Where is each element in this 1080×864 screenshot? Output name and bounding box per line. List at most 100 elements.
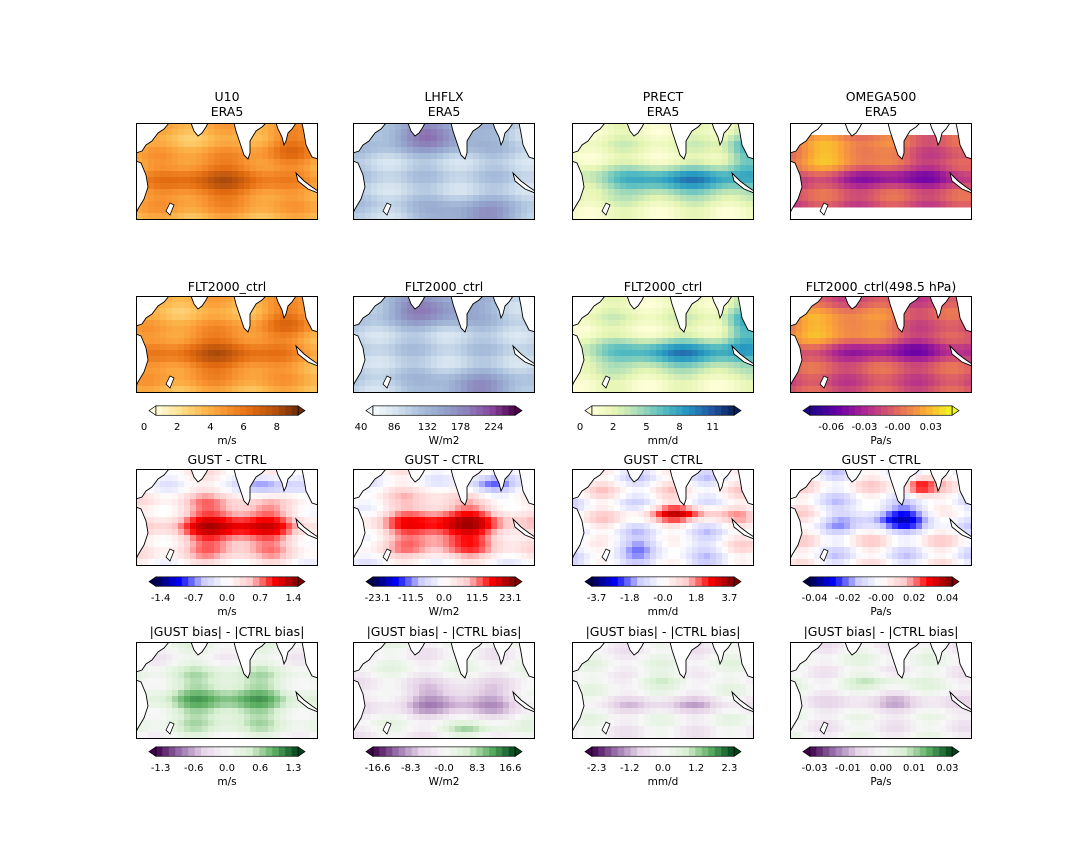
colorbar-unit-label: mm/d <box>647 435 679 447</box>
panel-title: LHFLX <box>424 89 464 104</box>
coastline <box>275 642 297 666</box>
colorbar-tick-label: -0.7 <box>184 593 204 604</box>
colorbar-unit-label: m/s <box>217 776 237 788</box>
panel-title: FLT2000_ctrl <box>187 279 267 294</box>
colorbar-tick-label: 2 <box>610 422 617 433</box>
map-panel <box>136 123 318 220</box>
field-cells <box>572 469 754 566</box>
map-panel <box>572 296 754 393</box>
island <box>601 721 611 735</box>
island <box>165 202 175 216</box>
panel-title: FLT2000_ctrl <box>404 279 484 294</box>
coastline <box>407 296 426 310</box>
coastline <box>275 469 297 493</box>
colorbar-tick-label: -11.5 <box>397 593 424 604</box>
panel-title: GUST - CTRL <box>623 452 703 467</box>
colorbar-tick-label: -0.00 <box>884 422 911 433</box>
coastline <box>731 344 754 367</box>
island <box>165 375 175 389</box>
panel-title: U10 <box>214 89 240 104</box>
map-panel <box>572 469 754 566</box>
panel-title: ERA5 <box>427 104 461 119</box>
colorbar-tick-label: 11.5 <box>466 593 489 604</box>
panel-title: ERA5 <box>646 104 680 119</box>
coastline <box>955 469 972 506</box>
map-panel <box>136 296 318 393</box>
coastline <box>790 123 824 154</box>
colorbar-tick-label: 1.2 <box>688 763 705 774</box>
coastline <box>233 123 267 160</box>
coastline <box>301 642 318 679</box>
coastline <box>572 296 606 327</box>
coastline <box>450 123 484 160</box>
colorbar-tick-label: -0.02 <box>834 593 861 604</box>
colorbar-tick-label: 1.3 <box>285 763 302 774</box>
colorbar-tick-label: -3.7 <box>586 593 607 604</box>
coastline <box>190 642 209 656</box>
coastline <box>353 123 387 154</box>
colorbar-unit-label: mm/d <box>647 776 679 788</box>
colorbar-tick-label: 8 <box>273 422 280 433</box>
colorbar-tick-label: -1.2 <box>620 763 640 774</box>
colorbar-unit-label: Pa/s <box>870 606 892 618</box>
island <box>382 548 392 562</box>
coastline <box>887 642 921 679</box>
panel-title: FLT2000_ctrl(498.5 hPa) <box>805 279 957 294</box>
coastline <box>737 469 754 506</box>
island <box>165 721 175 735</box>
panel-title: ERA5 <box>864 104 898 119</box>
coastline <box>190 469 209 483</box>
island <box>382 721 392 735</box>
colorbar-tick-label: 3.7 <box>721 593 738 604</box>
panel-title: PRECT <box>642 89 684 104</box>
map-panel <box>790 642 972 739</box>
field-cells <box>790 135 972 208</box>
colorbar-tick-label: -16.6 <box>364 763 391 774</box>
coastline <box>136 296 170 327</box>
coastline <box>711 296 733 320</box>
field-cells <box>572 642 754 739</box>
island <box>601 548 611 562</box>
colorbar <box>365 746 523 757</box>
island <box>601 202 611 216</box>
map-panel <box>572 123 754 220</box>
coastline <box>790 296 824 327</box>
coastline <box>949 344 972 367</box>
colorbar <box>584 576 742 587</box>
colorbar-tick-label: 0.01 <box>903 763 926 774</box>
colorbar-tick-label: 8.3 <box>469 763 486 774</box>
colorbar-tick-label: -1.8 <box>620 593 640 604</box>
coastline <box>737 123 754 160</box>
colorbar-tick-label: 0.02 <box>903 593 926 604</box>
colorbar-tick-label: 6 <box>240 422 247 433</box>
colorbar-tick-label: 0.6 <box>252 763 269 774</box>
coastline <box>450 469 484 506</box>
coastline <box>450 296 484 333</box>
coastline <box>844 642 863 656</box>
field-cells <box>790 296 972 393</box>
colorbar <box>365 576 523 587</box>
colorbar-unit-label: Pa/s <box>870 776 892 788</box>
coastline <box>512 171 535 194</box>
colorbar-tick-label: -1.4 <box>150 593 171 604</box>
coastline <box>301 469 318 506</box>
panel-title: ERA5 <box>210 104 244 119</box>
coastline <box>301 123 318 160</box>
map-panel <box>572 642 754 739</box>
colorbar-tick-label: 86 <box>387 422 401 433</box>
colorbar <box>802 746 960 757</box>
colorbar-tick-label: -0.0 <box>434 763 454 774</box>
colorbar-tick-label: 224 <box>484 422 504 433</box>
colorbar-tick-label: -0.00 <box>868 593 894 604</box>
coastline <box>929 642 951 666</box>
island <box>819 548 829 562</box>
coastline <box>275 296 297 320</box>
colorbar-tick-label: 40 <box>354 422 368 433</box>
coastline <box>887 123 921 160</box>
coastline <box>955 123 972 160</box>
colorbar-tick-label: 4 <box>207 422 214 433</box>
colorbar-tick-label: 132 <box>417 422 437 433</box>
map-panel <box>353 296 535 393</box>
coastline <box>572 469 606 500</box>
coastline <box>407 469 426 483</box>
